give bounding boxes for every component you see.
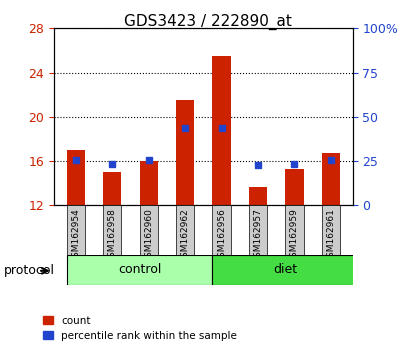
Text: GSM162962: GSM162962 bbox=[181, 208, 190, 263]
Bar bbox=[249, 187, 267, 205]
Legend: count, percentile rank within the sample: count, percentile rank within the sample bbox=[39, 312, 242, 345]
Bar bbox=[212, 56, 231, 205]
Text: GSM162961: GSM162961 bbox=[326, 208, 335, 263]
FancyBboxPatch shape bbox=[212, 255, 358, 285]
FancyBboxPatch shape bbox=[212, 205, 231, 255]
FancyBboxPatch shape bbox=[103, 205, 121, 255]
Bar bbox=[176, 100, 194, 205]
Text: diet: diet bbox=[273, 263, 298, 276]
Bar bbox=[322, 153, 340, 205]
FancyBboxPatch shape bbox=[249, 205, 267, 255]
Text: GSM162958: GSM162958 bbox=[108, 208, 117, 263]
FancyBboxPatch shape bbox=[139, 205, 158, 255]
Text: GSM162956: GSM162956 bbox=[217, 208, 226, 263]
FancyBboxPatch shape bbox=[176, 205, 194, 255]
FancyBboxPatch shape bbox=[67, 205, 85, 255]
FancyBboxPatch shape bbox=[322, 205, 340, 255]
Text: control: control bbox=[118, 263, 161, 276]
Text: GDS3423 / 222890_at: GDS3423 / 222890_at bbox=[124, 14, 291, 30]
FancyBboxPatch shape bbox=[286, 205, 303, 255]
Text: GSM162957: GSM162957 bbox=[254, 208, 263, 263]
Bar bbox=[103, 172, 121, 205]
FancyBboxPatch shape bbox=[67, 255, 212, 285]
Text: GSM162959: GSM162959 bbox=[290, 208, 299, 263]
Text: GSM162960: GSM162960 bbox=[144, 208, 153, 263]
Bar bbox=[139, 161, 158, 205]
Text: protocol: protocol bbox=[4, 264, 55, 277]
Bar bbox=[286, 169, 303, 205]
Text: GSM162954: GSM162954 bbox=[71, 208, 81, 263]
Bar bbox=[67, 150, 85, 205]
